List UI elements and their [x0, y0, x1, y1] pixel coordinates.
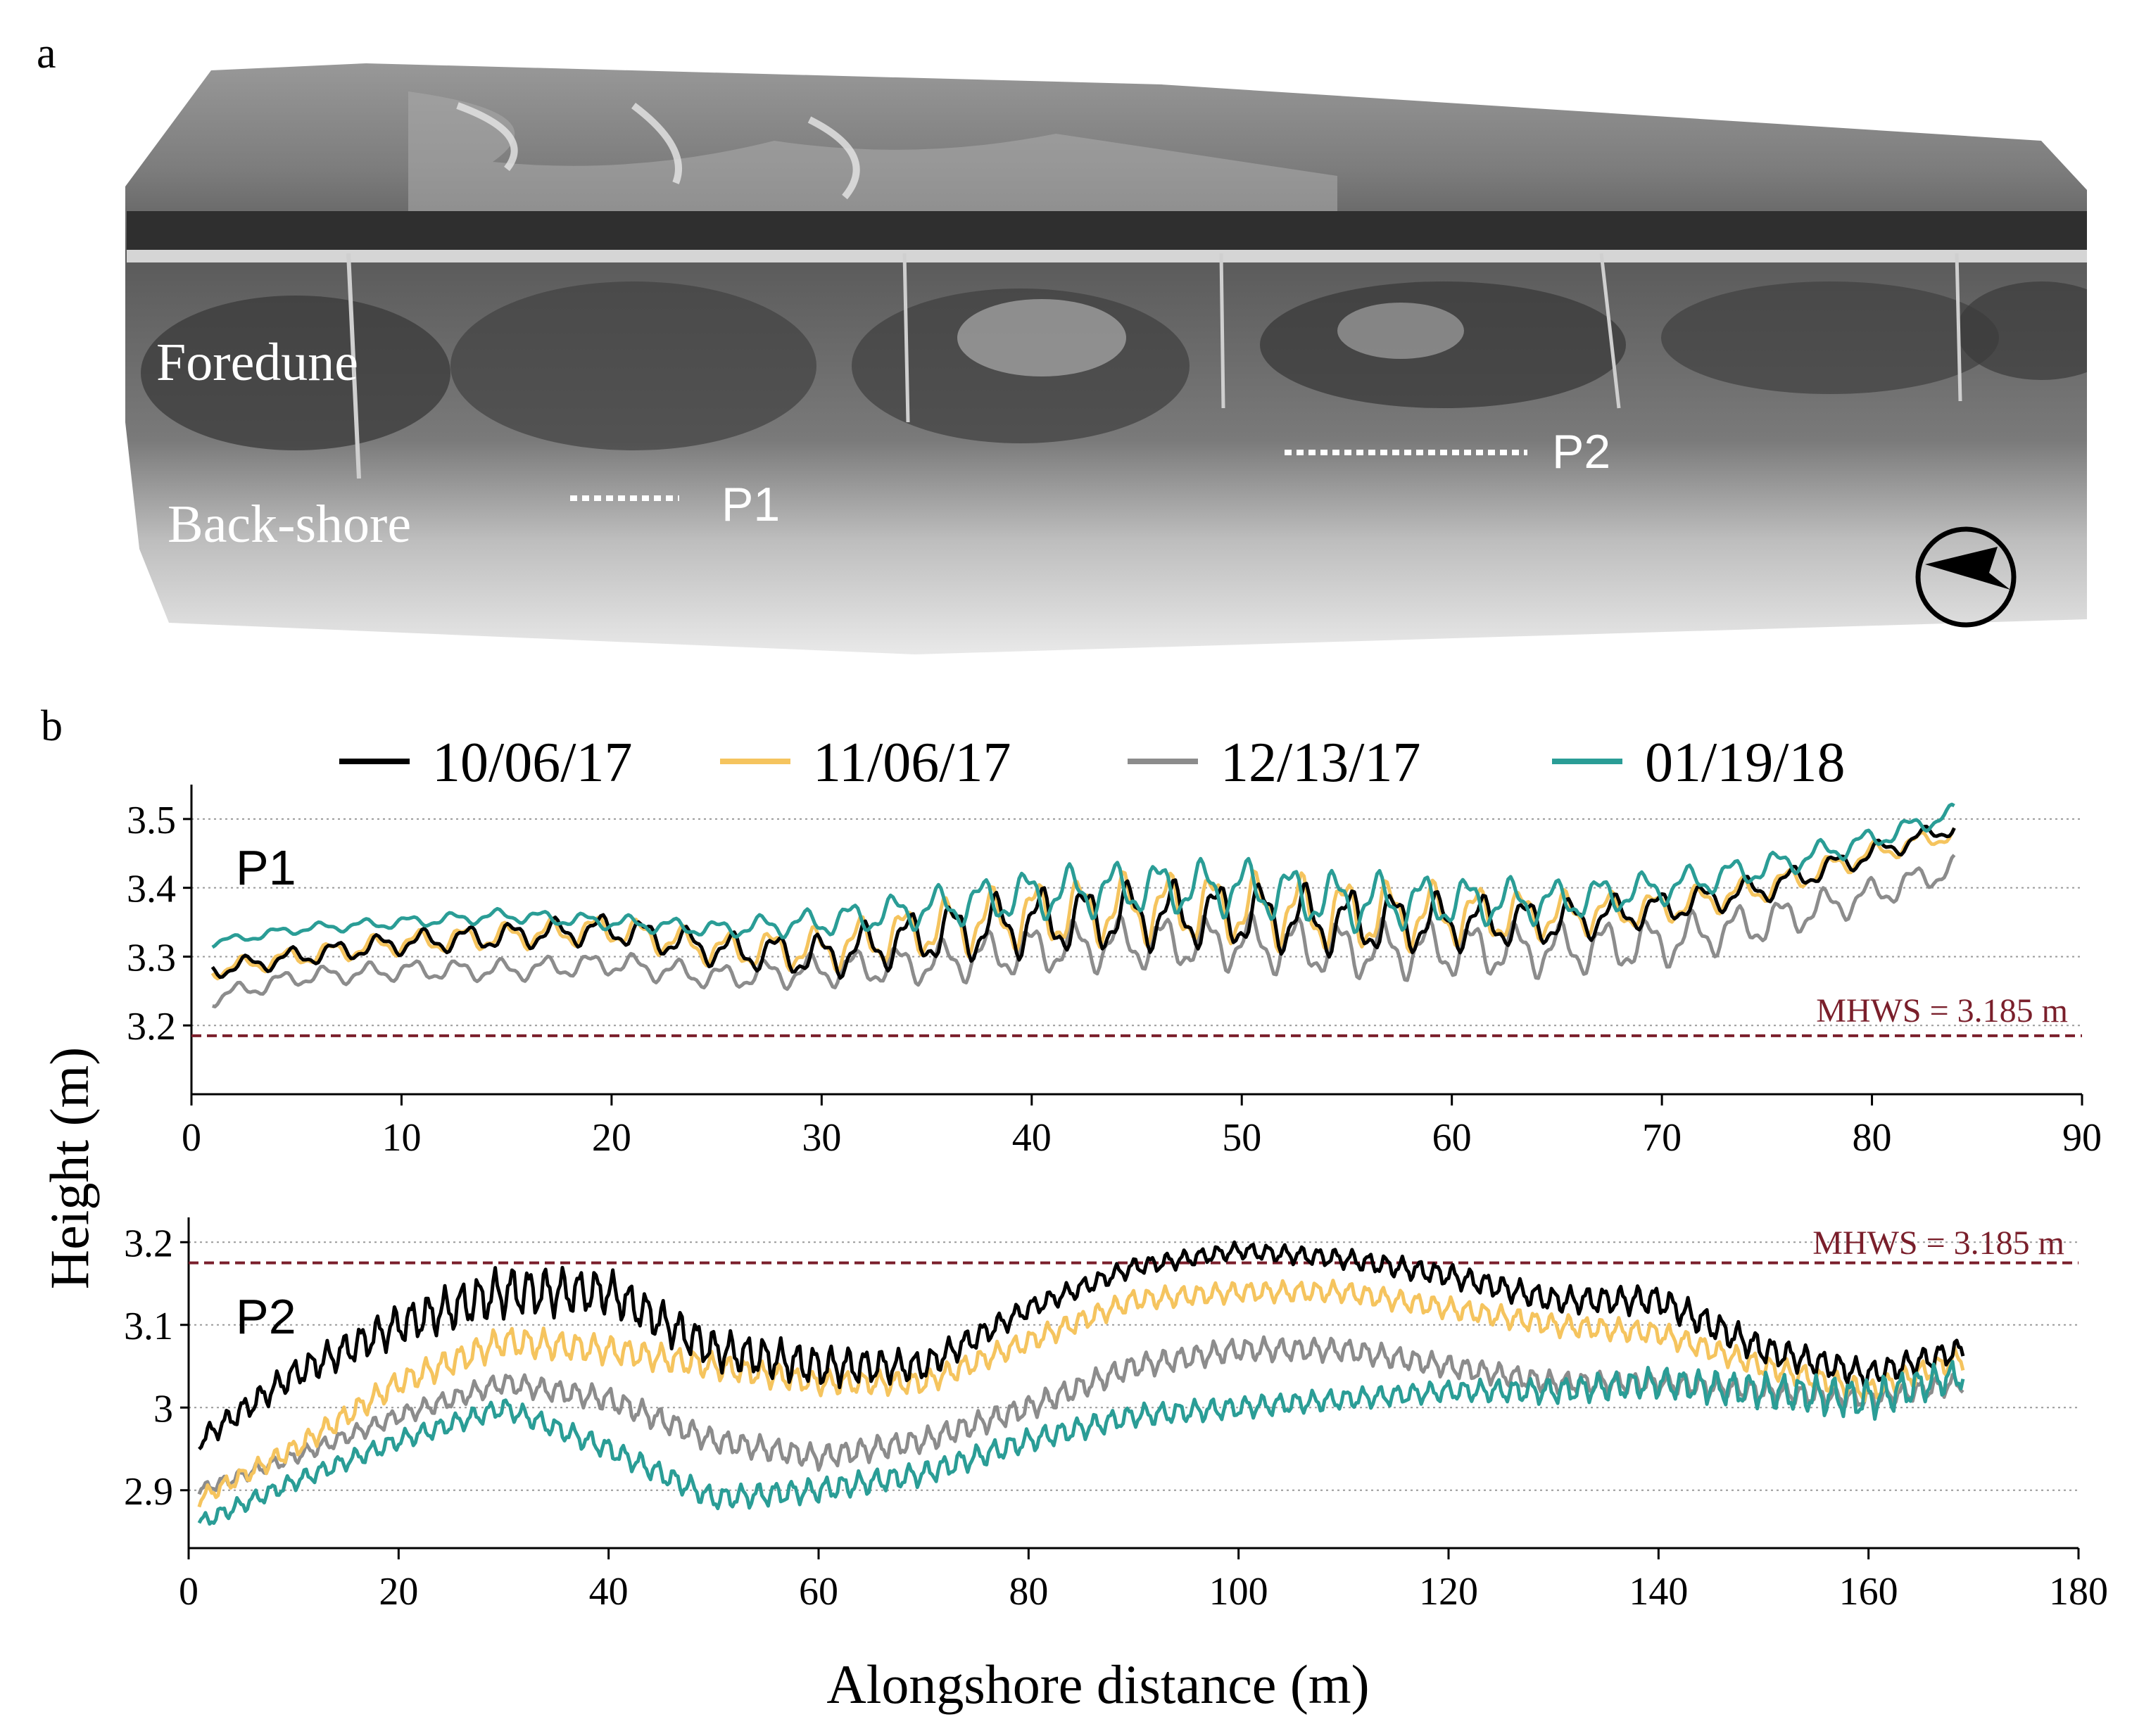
x-tick-label: 20 [379, 1570, 418, 1614]
x-axis-label: Alongshore distance (m) [826, 1654, 1369, 1715]
chart-p1: 3.2 3.3 3.4 3.5 0 10 20 30 40 50 60 70 80 90 MHWS = 3.… [127, 785, 2102, 1160]
backshore-label: Back-shore [168, 495, 411, 554]
x-tick-label: 40 [1012, 1116, 1052, 1160]
x-tick-label: 90 [2062, 1116, 2102, 1160]
y-tick-label: 2.9 [124, 1470, 173, 1514]
y-tick-label: 3 [153, 1387, 173, 1431]
y-tick-label: 3.3 [127, 936, 176, 980]
panel-a-label: a [37, 30, 56, 77]
y-axis-label: Height (m) [39, 1047, 100, 1289]
x-tick-label: 50 [1222, 1116, 1261, 1160]
x-tick-label: 140 [1629, 1570, 1688, 1614]
x-tick-label: 60 [1432, 1116, 1472, 1160]
profile-p1-label: P1 [721, 478, 780, 531]
x-tick-label: 80 [1853, 1116, 1892, 1160]
x-tick-label: 20 [592, 1116, 631, 1160]
x-tick-label: 70 [1642, 1116, 1682, 1160]
x-tick-label: 80 [1009, 1570, 1048, 1614]
x-tick-label: 40 [589, 1570, 629, 1614]
y-tick-label: 3.2 [124, 1222, 173, 1265]
series-line-10-06-17 [198, 1240, 1965, 1451]
series-line-01-19-18 [211, 802, 1955, 949]
mhws-label: MHWS = 3.185 m [1812, 1224, 2064, 1262]
series-line-12-13-17 [212, 854, 1956, 1008]
x-tick-label: 0 [179, 1570, 198, 1614]
profile-title: P2 [236, 1289, 296, 1344]
legend-label: 10/06/17 [432, 732, 632, 794]
foredune-label: Foredune [156, 333, 358, 392]
legend-label: 01/19/18 [1645, 732, 1845, 794]
chart-p2: 2.9 3 3.1 3.2 0 20 40 60 80 100 120 140 160 180 MHWS =… [124, 1217, 2108, 1614]
legend-label: 11/06/17 [813, 732, 1011, 794]
series-line-01-19-18 [197, 1360, 1965, 1526]
y-tick-label: 3.2 [127, 1005, 176, 1048]
x-tick-label: 160 [1839, 1570, 1898, 1614]
x-tick-label: 120 [1419, 1570, 1478, 1614]
legend: 10/06/17 11/06/17 12/13/17 01/19/18 [339, 732, 1845, 794]
y-tick-label: 3.1 [124, 1305, 173, 1348]
x-tick-label: 30 [802, 1116, 841, 1160]
y-tick-label: 3.4 [127, 868, 176, 911]
x-tick-label: 100 [1209, 1570, 1268, 1614]
x-tick-label: 10 [381, 1116, 421, 1160]
x-tick-label: 180 [2049, 1570, 2108, 1614]
y-tick-label: 3.5 [127, 799, 176, 842]
north-arrow-icon [1915, 526, 2017, 628]
profile-p2-label: P2 [1552, 425, 1610, 479]
series-line-11-06-17 [197, 1279, 1965, 1508]
aerial-image [125, 63, 2087, 654]
series-line-10-06-17 [210, 825, 1956, 980]
x-tick-label: 60 [799, 1570, 838, 1614]
legend-label: 12/13/17 [1220, 732, 1420, 794]
x-tick-label: 0 [182, 1116, 201, 1160]
profile-title: P1 [236, 840, 296, 895]
panel-b-label: b [41, 702, 63, 750]
mhws-label: MHWS = 3.185 m [1816, 992, 2068, 1029]
